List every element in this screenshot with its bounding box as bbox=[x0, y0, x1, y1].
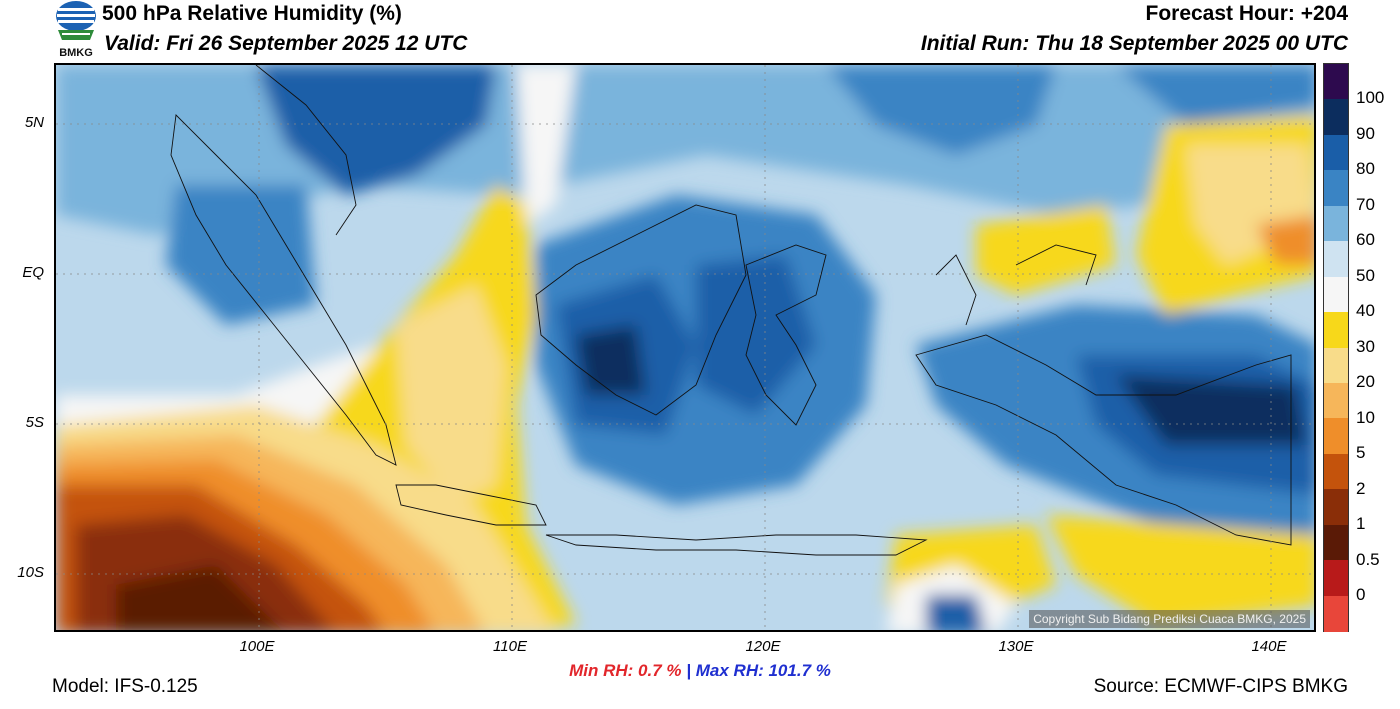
colorbar-segment bbox=[1324, 134, 1348, 171]
humidity-field bbox=[56, 65, 1314, 630]
colorbar-segment bbox=[1324, 99, 1348, 136]
colorbar-label: 20 bbox=[1356, 372, 1375, 391]
forecast-hour: Forecast Hour: +204 bbox=[1145, 2, 1349, 25]
lat-label-5s: 5S bbox=[25, 414, 44, 431]
lat-label-5n: 5N bbox=[24, 114, 44, 131]
colorbar-label: 80 bbox=[1356, 159, 1375, 178]
lon-label-130e: 130E bbox=[998, 638, 1034, 655]
colorbar bbox=[1323, 63, 1349, 632]
logo-text: BMKG bbox=[59, 47, 93, 59]
valid-time: Valid: Fri 26 September 2025 12 UTC bbox=[104, 32, 468, 55]
colorbar-segment bbox=[1324, 489, 1348, 526]
coastlines bbox=[170, 65, 1292, 556]
model-label: Model: IFS-0.125 bbox=[52, 676, 198, 697]
colorbar-segment bbox=[1324, 560, 1348, 597]
colorbar-segment bbox=[1324, 64, 1348, 100]
colorbar-label: 100 bbox=[1356, 88, 1385, 107]
stats-separator: | bbox=[686, 661, 692, 680]
colorbar-segment bbox=[1324, 170, 1348, 207]
colorbar-label: 90 bbox=[1356, 124, 1375, 143]
colorbar-label: 1 bbox=[1356, 514, 1366, 533]
colorbar-label: 2 bbox=[1356, 479, 1366, 498]
colorbar-label: 70 bbox=[1356, 195, 1375, 214]
initial-run: Initial Run: Thu 18 September 2025 00 UT… bbox=[920, 32, 1348, 55]
max-rh: Max RH: 101.7 % bbox=[695, 661, 831, 680]
colorbar-segment bbox=[1324, 453, 1348, 490]
colorbar-segment bbox=[1324, 595, 1348, 632]
colorbar-segment bbox=[1324, 276, 1348, 313]
min-rh: Min RH: 0.7 % bbox=[569, 661, 682, 680]
lon-label-110e: 110E bbox=[493, 638, 527, 655]
lat-label-eq: EQ bbox=[22, 264, 44, 281]
colorbar-segment bbox=[1324, 205, 1348, 242]
colorbar-segment bbox=[1324, 312, 1348, 348]
colorbar-label: 0 bbox=[1356, 585, 1366, 604]
colorbar-segment bbox=[1324, 347, 1348, 384]
graticule bbox=[56, 65, 1314, 630]
colorbar-segment bbox=[1324, 418, 1348, 455]
colorbar-segment bbox=[1324, 382, 1348, 419]
colorbar-label: 5 bbox=[1356, 443, 1366, 462]
colorbar-label: 50 bbox=[1356, 266, 1375, 285]
lon-label-120e: 120E bbox=[745, 638, 781, 655]
bmkg-logo: BMKG bbox=[52, 0, 100, 60]
colorbar-label: 10 bbox=[1356, 408, 1375, 427]
colorbar-label: 40 bbox=[1356, 301, 1375, 320]
rh-stats: Min RH: 0.7 % | Max RH: 101.7 % bbox=[0, 661, 1400, 681]
humidity-map: Copyright Sub Bidang Prediksi Cuaca BMKG… bbox=[54, 63, 1316, 632]
colorbar-label: 60 bbox=[1356, 230, 1375, 249]
lon-label-140e: 140E bbox=[1251, 638, 1287, 655]
map-title: 500 hPa Relative Humidity (%) bbox=[102, 2, 402, 25]
colorbar-segment bbox=[1324, 241, 1348, 278]
copyright-notice: Copyright Sub Bidang Prediksi Cuaca BMKG… bbox=[1029, 610, 1310, 628]
colorbar-segment bbox=[1324, 524, 1348, 561]
source-label: Source: ECMWF-CIPS BMKG bbox=[1093, 676, 1348, 697]
lat-label-10s: 10S bbox=[17, 564, 44, 581]
lon-label-100e: 100E bbox=[239, 638, 275, 655]
colorbar-label: 30 bbox=[1356, 337, 1375, 356]
colorbar-label: 0.5 bbox=[1356, 550, 1380, 569]
